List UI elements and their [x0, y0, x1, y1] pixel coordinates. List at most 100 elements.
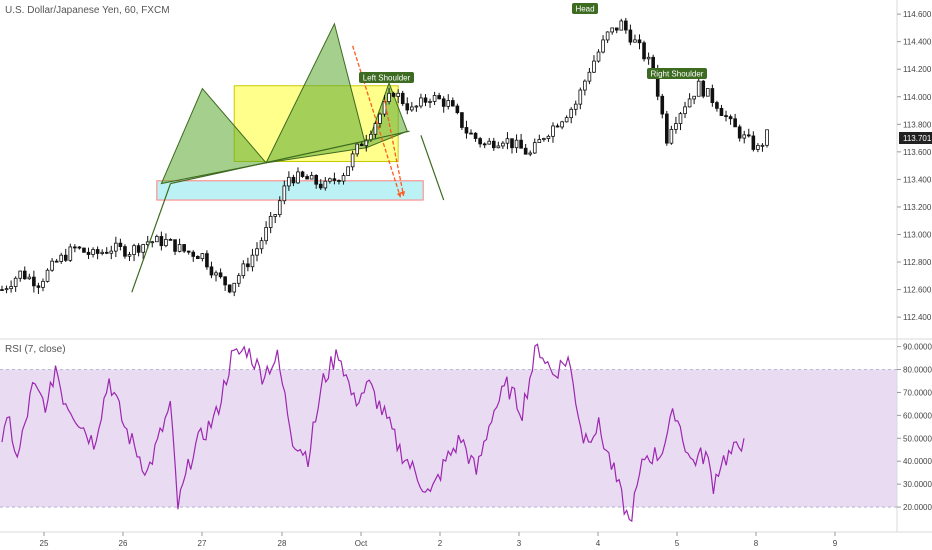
candle — [223, 276, 227, 291]
candle — [628, 24, 633, 46]
candle-body — [73, 246, 77, 249]
candle — [155, 234, 159, 243]
candle-body — [546, 135, 551, 139]
candle-body — [678, 113, 683, 124]
candle-body — [391, 92, 396, 97]
candle-body — [496, 145, 501, 149]
candle — [296, 167, 300, 184]
candle-body — [54, 260, 59, 263]
candle-body — [405, 103, 410, 111]
candle — [18, 270, 23, 282]
candle — [505, 132, 510, 150]
price-tick-label: 113.600 — [903, 148, 932, 157]
candle-body — [501, 142, 505, 147]
candle — [400, 90, 405, 106]
candle — [742, 130, 747, 144]
candle — [737, 124, 742, 142]
price-tick-label: 112.600 — [903, 286, 932, 295]
candle — [264, 221, 268, 245]
rsi-band — [0, 369, 897, 508]
candle — [619, 18, 624, 31]
candle — [469, 129, 473, 135]
candle-body — [77, 246, 82, 249]
price-tick-label: 113.000 — [903, 230, 932, 239]
candle — [491, 137, 496, 151]
candle-body — [246, 263, 250, 268]
rsi-tick-label: 40.0000 — [903, 457, 932, 466]
candle-body — [569, 108, 574, 119]
candle — [678, 112, 683, 131]
left-shoulder-text: Left Shoulder — [363, 74, 411, 83]
candle — [546, 134, 551, 142]
candle — [218, 268, 223, 279]
candle-body — [359, 143, 364, 147]
candle — [728, 114, 733, 125]
candle — [205, 250, 209, 270]
candle — [364, 134, 369, 152]
candle-body — [751, 135, 756, 150]
candle-body — [715, 102, 719, 109]
candle-body — [227, 284, 232, 293]
candle-body — [255, 248, 259, 256]
candle — [583, 79, 587, 96]
candle — [564, 115, 569, 123]
candle — [86, 247, 91, 259]
candle — [724, 110, 728, 122]
candle-body — [683, 106, 687, 115]
candle-body — [455, 105, 460, 114]
candle — [0, 285, 4, 291]
candle-body — [132, 245, 136, 255]
candle-body — [136, 245, 141, 253]
candle — [54, 258, 59, 263]
candle-body — [610, 27, 614, 33]
candle — [746, 128, 751, 138]
candle — [756, 143, 760, 153]
candle-body — [268, 215, 273, 228]
candle-body — [760, 144, 765, 147]
candles-layer — [0, 17, 769, 297]
candle — [355, 143, 359, 157]
candle — [291, 174, 296, 187]
candle-body — [701, 80, 706, 97]
candle — [332, 172, 337, 185]
price-tick-label: 113.800 — [903, 120, 932, 129]
candle-body — [441, 98, 446, 107]
candle — [692, 95, 696, 105]
candle-body — [491, 140, 496, 149]
candle-body — [91, 249, 95, 255]
candle — [605, 31, 610, 44]
candle — [259, 237, 264, 254]
candle-body — [601, 39, 605, 53]
candle — [136, 243, 141, 257]
candle — [209, 261, 214, 279]
candle-body — [669, 128, 674, 144]
candle — [432, 91, 437, 106]
candle-body — [45, 269, 50, 282]
candle-body — [300, 171, 305, 177]
candle — [719, 104, 724, 116]
candle — [277, 196, 282, 218]
candle-body — [63, 254, 68, 261]
candle-body — [660, 95, 665, 115]
candle — [168, 238, 173, 241]
candle — [323, 177, 328, 191]
candle-body — [86, 251, 91, 255]
patterns-layer — [160, 22, 408, 185]
candle-body — [182, 244, 186, 252]
candle-body — [719, 107, 724, 116]
candle — [532, 138, 537, 154]
candle — [186, 250, 191, 255]
candle-body — [587, 71, 592, 82]
candle-body — [177, 244, 182, 252]
candle-body — [159, 236, 164, 247]
head-text: Head — [575, 5, 594, 14]
candle-body — [118, 242, 123, 247]
candle — [683, 101, 687, 119]
candle — [674, 116, 678, 134]
candle — [91, 247, 95, 258]
candle-body — [232, 282, 237, 293]
candle — [441, 96, 446, 113]
candle — [305, 174, 309, 180]
candle-body — [592, 60, 596, 73]
candle-body — [537, 139, 542, 144]
